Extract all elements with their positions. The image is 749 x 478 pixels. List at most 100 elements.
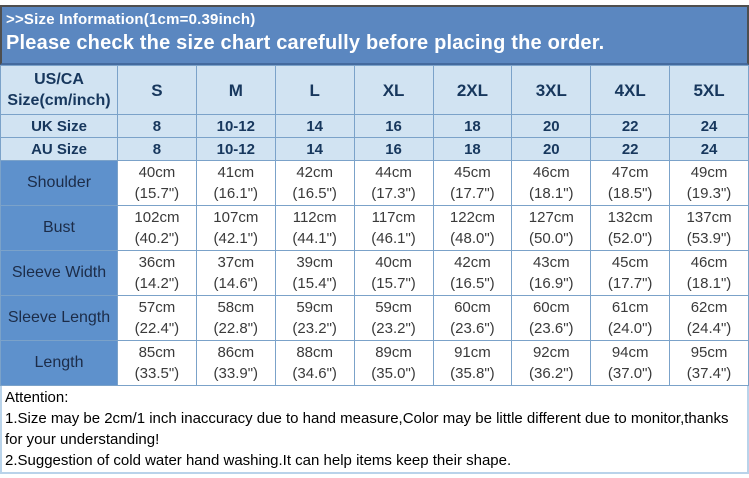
cm-value: 46cm (690, 254, 728, 271)
size-value-cell: 20 (511, 114, 592, 138)
size-column-header: 4XL (590, 65, 671, 115)
inch-value: (42.1") (213, 230, 259, 247)
attention-note-2: 2.Suggestion of cold water hand washing.… (5, 452, 512, 469)
cm-value: 102cm (134, 209, 180, 226)
size-system-label: AU Size (0, 137, 118, 161)
inch-value: (53.9") (686, 230, 732, 247)
measurement-cell: 37cm (14.6") (195, 250, 276, 296)
cm-value: 39cm (296, 254, 334, 271)
cm-value: 91cm (454, 344, 491, 361)
cm-value: 85cm (138, 344, 176, 361)
size-column-header: 5XL (669, 65, 749, 115)
measurement-cell: 107cm (42.1") (195, 205, 276, 251)
measurement-cell: 47cm (18.5") (590, 160, 671, 206)
cm-value: 45cm (454, 164, 491, 181)
measurement-cell: 41cm (16.1") (195, 160, 276, 206)
size-column-header: M (195, 65, 276, 115)
size-value-cell: 20 (511, 137, 592, 161)
inch-value: (35.8") (450, 365, 495, 382)
measurement-cell: 85cm (33.5") (117, 340, 197, 386)
measurement-cell: 40cm (15.7") (117, 160, 197, 206)
measurement-cell: 95cm (37.4") (669, 340, 749, 386)
cm-value: 89cm (375, 344, 412, 361)
size-system-row: UK Size 8 10-12 14 16 18 20 22 24 (0, 114, 749, 138)
size-system-row: AU Size 8 10-12 14 16 18 20 22 24 (0, 137, 749, 161)
corner-header-line1: US/CA (34, 71, 84, 88)
measurement-cell: 89cm (35.0") (353, 340, 434, 386)
inch-value: (15.7") (371, 275, 416, 292)
cm-value: 117cm (371, 209, 416, 226)
measurement-cell: 42cm (16.5") (274, 160, 355, 206)
inch-value: (17.3") (371, 185, 416, 202)
inch-value: (40.2") (134, 230, 180, 247)
measurement-row: Sleeve Width 36cm (14.2") 37cm (14.6") 39cm (1… (0, 250, 749, 296)
size-value-cell: 8 (117, 114, 197, 138)
inch-value: (52.0") (607, 230, 653, 247)
measurement-cell: 91cm (35.8") (432, 340, 513, 386)
measurement-cell: 86cm (33.9") (195, 340, 276, 386)
cm-value: 60cm (532, 299, 570, 316)
inch-value: (16.9") (529, 275, 574, 292)
inch-value: (16.5") (450, 275, 495, 292)
cm-value: 44cm (375, 164, 412, 181)
measurement-label: Sleeve Width (0, 250, 118, 296)
inch-value: (23.2") (371, 320, 416, 337)
measurement-cell: 57cm (22.4") (117, 295, 197, 341)
measurement-cell: 58cm (22.8") (195, 295, 276, 341)
size-column-header: 3XL (511, 65, 592, 115)
corner-header: US/CA Size(cm/inch) (0, 65, 118, 115)
cm-value: 61cm (611, 299, 649, 316)
size-value-cell: 24 (669, 137, 749, 161)
cm-value: 41cm (217, 164, 255, 181)
corner-header-line2: Size(cm/inch) (7, 92, 111, 109)
cm-value: 46cm (532, 164, 570, 181)
measurement-cell: 60cm (23.6") (432, 295, 513, 341)
cm-value: 62cm (690, 299, 728, 316)
inch-value: (16.1") (213, 185, 259, 202)
measurement-cell: 94cm (37.0") (590, 340, 671, 386)
measurement-cell: 122cm (48.0") (432, 205, 513, 251)
size-value-cell: 22 (590, 137, 671, 161)
cm-value: 49cm (690, 164, 728, 181)
cm-value: 112cm (292, 209, 337, 226)
inch-value: (14.2") (134, 275, 180, 292)
cm-value: 59cm (296, 299, 334, 316)
measurement-cell: 88cm (34.6") (274, 340, 355, 386)
cm-value: 45cm (611, 254, 649, 271)
inch-value: (37.0") (607, 365, 653, 382)
inch-value: (15.4") (292, 275, 337, 292)
measurement-cell: 49cm (19.3") (669, 160, 749, 206)
cm-value: 58cm (217, 299, 255, 316)
size-value-cell: 16 (353, 114, 434, 138)
measurement-cell: 59cm (23.2") (274, 295, 355, 341)
inch-value: (36.2") (529, 365, 574, 382)
size-value-cell: 18 (432, 137, 513, 161)
measurement-cell: 40cm (15.7") (353, 250, 434, 296)
inch-value: (14.6") (213, 275, 259, 292)
cm-value: 40cm (375, 254, 412, 271)
size-header-row: US/CA Size(cm/inch) S M L XL 2XL 3XL 4XL 5XL (0, 65, 749, 115)
cm-value: 42cm (454, 254, 491, 271)
measurement-cell: 102cm (40.2") (117, 205, 197, 251)
inch-value: (18.5") (607, 185, 653, 202)
size-column-header: 2XL (432, 65, 513, 115)
measurement-label: Shoulder (0, 160, 118, 206)
inch-value: (17.7") (450, 185, 495, 202)
inch-value: (23.6") (450, 320, 495, 337)
cm-value: 57cm (138, 299, 176, 316)
cm-value: 127cm (528, 209, 574, 226)
inch-value: (33.9") (213, 365, 259, 382)
measurement-cell: 43cm (16.9") (511, 250, 592, 296)
measurement-label: Length (0, 340, 118, 386)
measurement-cell: 61cm (24.0") (590, 295, 671, 341)
measurement-cell: 44cm (17.3") (353, 160, 434, 206)
measurement-cell: 92cm (36.2") (511, 340, 592, 386)
attention-title: Attention: (5, 389, 69, 406)
inch-value: (48.0") (450, 230, 495, 247)
inch-value: (19.3") (686, 185, 732, 202)
measurement-cell: 39cm (15.4") (274, 250, 355, 296)
size-value-cell: 10-12 (195, 114, 276, 138)
size-value-cell: 10-12 (195, 137, 276, 161)
size-value-cell: 8 (117, 137, 197, 161)
cm-value: 122cm (449, 209, 495, 226)
